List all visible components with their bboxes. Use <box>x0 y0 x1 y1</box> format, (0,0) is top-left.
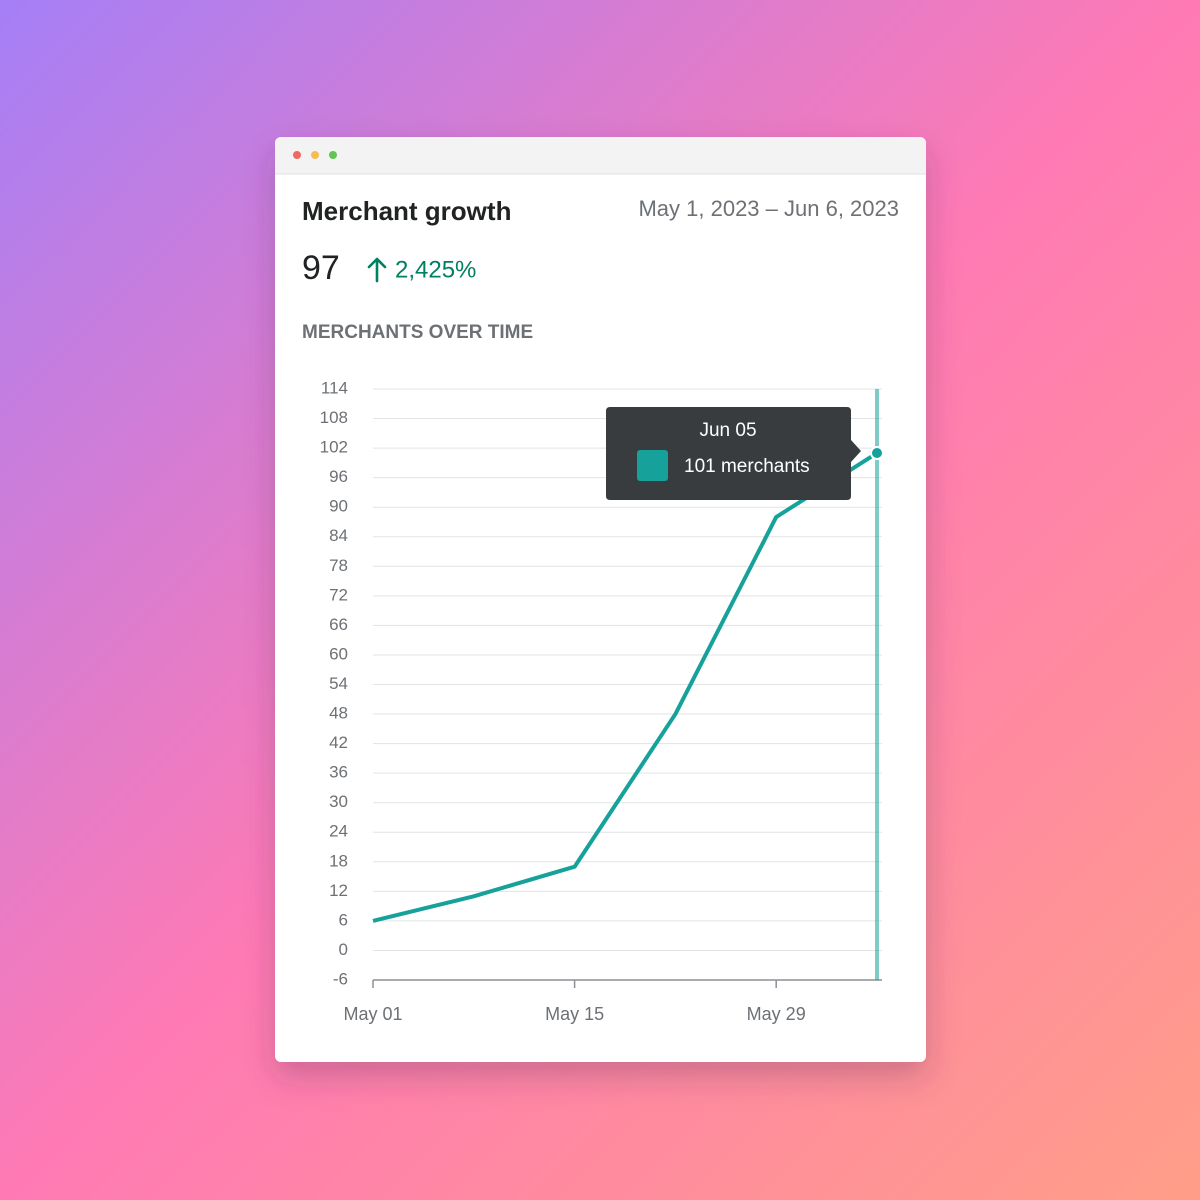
y-tick-label: 84 <box>329 526 348 545</box>
y-tick-label: 36 <box>329 763 348 782</box>
metric-change: 2,425% <box>395 256 476 283</box>
y-tick-label: 12 <box>329 881 348 900</box>
tooltip-label: 101 merchants <box>684 456 810 477</box>
hover-point <box>870 446 884 461</box>
card-title: Merchant growth <box>302 196 511 226</box>
y-tick-label: -6 <box>333 969 348 988</box>
tooltip-swatch <box>637 450 668 481</box>
y-tick-label: 18 <box>329 851 348 870</box>
y-tick-label: 6 <box>339 910 348 929</box>
y-tick-label: 66 <box>329 615 348 634</box>
y-tick-label: 54 <box>329 674 348 693</box>
y-tick-label: 114 <box>321 378 348 397</box>
up-arrow <box>367 257 387 283</box>
tooltip-box <box>606 407 861 500</box>
series-line <box>372 451 879 923</box>
metric-value: 97 <box>302 249 340 287</box>
tooltip-title: Jun 05 <box>699 420 756 441</box>
title-bar <box>275 137 926 174</box>
x-tick-label: May 29 <box>747 1004 806 1024</box>
y-tick-label: 90 <box>329 497 348 516</box>
close-dot[interactable] <box>293 151 301 159</box>
y-tick-label: 48 <box>329 704 348 723</box>
x-tick-label: May 01 <box>343 1004 402 1024</box>
y-tick-label: 72 <box>329 585 348 604</box>
y-tick-label: 96 <box>329 467 348 486</box>
y-tick-label: 60 <box>329 644 348 663</box>
date-range: May 1, 2023 – Jun 6, 2023 <box>638 196 899 221</box>
y-tick-label: 42 <box>329 733 348 752</box>
x-tick-label: May 15 <box>545 1004 604 1024</box>
y-tick-label: 24 <box>329 822 348 841</box>
y-tick-label: 102 <box>320 438 348 457</box>
y-tick-label: 0 <box>339 940 348 959</box>
y-tick-label: 78 <box>329 556 348 575</box>
y-tick-label: 108 <box>320 408 348 427</box>
plot: -6 0 6 12 18 24 30 36 42 48 54 60 66 72 78 84 90 96 102 108… <box>320 378 884 1024</box>
window <box>275 137 926 1062</box>
chart-subtitle: MERCHANTS OVER TIME <box>302 322 533 343</box>
maximize-dot[interactable] <box>329 151 337 159</box>
minimize-dot[interactable] <box>311 151 319 159</box>
y-tick-label: 30 <box>329 792 348 811</box>
